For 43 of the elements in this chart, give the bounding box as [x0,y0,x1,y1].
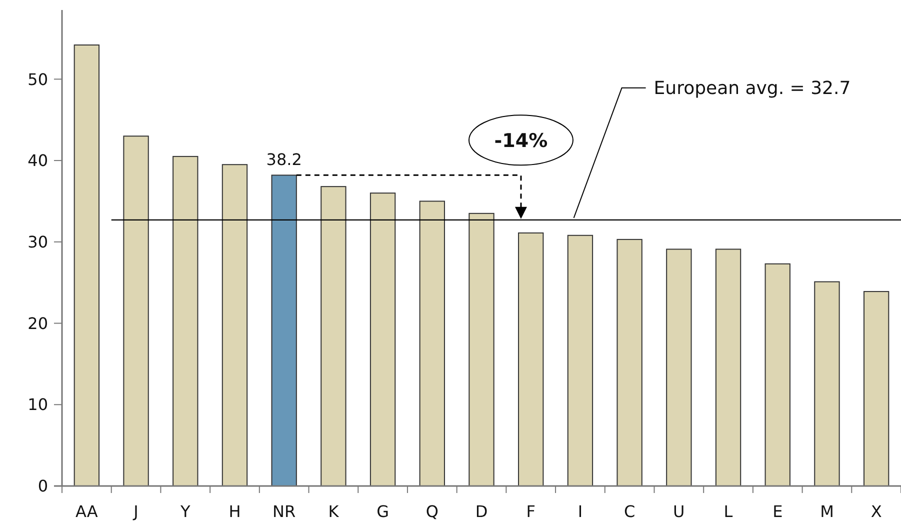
x-tick-label: C [624,502,636,521]
bar [764,263,790,486]
bar [814,281,840,486]
bar [222,164,248,486]
bar [715,248,742,486]
x-tick-label: H [228,502,241,521]
x-tick-label: X [870,502,882,521]
x-tick-label: AA [76,502,98,521]
y-tick-label: 40 [28,151,48,170]
x-tick-label: G [376,502,389,521]
bar [320,186,346,486]
y-tick-label: 20 [28,314,48,333]
data-label: 38.2 [266,150,302,170]
bar [616,238,642,486]
bar [666,248,692,486]
ref-line-label: European avg. = 32.7 [654,78,851,100]
annotation: -14% [494,130,548,152]
x-tick-label: Q [426,502,438,521]
bar [863,291,890,486]
x-tick-label: M [820,502,834,521]
x-tick-label: I [578,502,583,521]
bar [271,174,297,486]
x-tick-label: L [724,502,733,521]
x-tick-label: F [526,502,536,521]
bar [370,192,396,486]
bar [468,212,494,486]
bar [123,136,149,486]
x-tick-label: D [475,502,488,521]
bar [567,234,594,486]
x-tick-label: NR [272,502,296,521]
bar [172,156,198,486]
y-tick-label: 10 [28,395,48,414]
bar [419,200,445,486]
x-tick-label: J [132,502,138,521]
y-tick-label: 30 [28,232,48,252]
x-tick-label: E [772,502,783,521]
y-tick-label: 50 [28,70,48,89]
x-tick-label: U [673,502,685,521]
x-tick-label: K [328,502,340,521]
x-tick-label: Y [179,502,190,521]
bar [518,232,544,486]
bar [74,44,100,486]
y-tick-label: 0 [38,476,48,496]
